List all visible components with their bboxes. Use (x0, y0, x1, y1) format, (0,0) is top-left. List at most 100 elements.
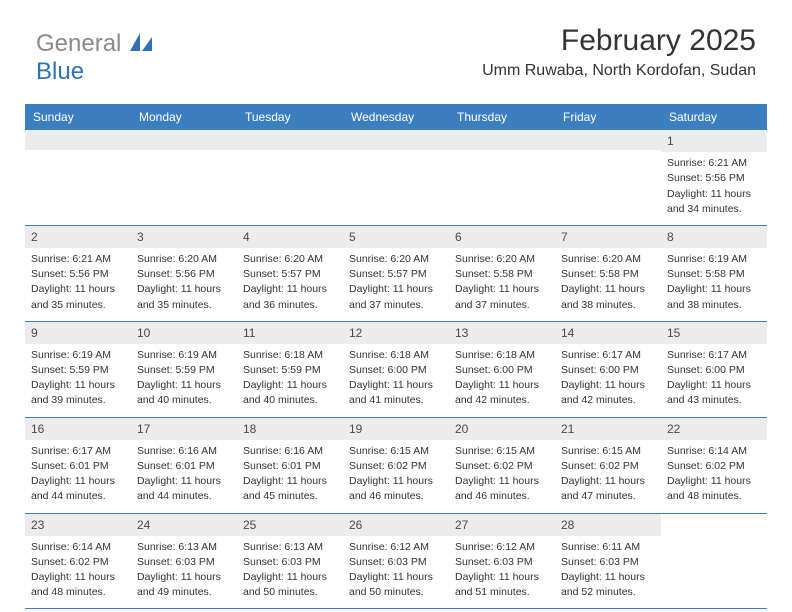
day-d1: Daylight: 11 hours (31, 378, 125, 392)
day-number: 2 (25, 226, 131, 248)
day-ss: Sunset: 6:02 PM (31, 555, 125, 569)
day-info: Sunrise: 6:12 AMSunset: 6:03 PMDaylight:… (449, 540, 555, 600)
day-number: 5 (343, 226, 449, 248)
day-cell: 16Sunrise: 6:17 AMSunset: 6:01 PMDayligh… (25, 418, 131, 513)
day-d2: and 46 minutes. (349, 489, 443, 503)
day-sr: Sunrise: 6:15 AM (349, 444, 443, 458)
day-ss: Sunset: 5:57 PM (349, 267, 443, 281)
day-number: 14 (555, 322, 661, 344)
day-cell: 27 Sunrise: 6:12 AMSunset: 6:03 PMDayligh… (449, 514, 555, 609)
day-sr: Sunrise: 6:12 AM (349, 540, 443, 554)
day-d2: and 50 minutes. (349, 585, 443, 599)
day-number: 10 (131, 322, 237, 344)
day-number: 12 (343, 322, 449, 344)
location: Umm Ruwaba, North Kordofan, Sudan (482, 62, 756, 80)
weeks-container: 1Sunrise: 6:21 AMSunset: 5:56 PMDaylight… (25, 130, 767, 609)
day-cell: 3Sunrise: 6:20 AMSunset: 5:56 PMDaylight… (131, 226, 237, 321)
day-ss: Sunset: 5:58 PM (455, 267, 549, 281)
day-d1: Daylight: 11 hours (667, 474, 761, 488)
day-cell-empty (449, 130, 555, 225)
empty-day-bar (343, 130, 449, 150)
day-sr: Sunrise: 6:21 AM (31, 252, 125, 266)
day-info: Sunrise: 6:17 AMSunset: 6:01 PMDaylight:… (25, 444, 131, 504)
week-row: 2 Sunrise: 6:21 AM Sunset: 5:56 PM Daylight… (25, 226, 767, 322)
day-d1: Daylight: 11 hours (349, 378, 443, 392)
day-ss: Sunset: 6:01 PM (137, 459, 231, 473)
day-sr: Sunrise: 6:20 AM (349, 252, 443, 266)
day-ss: Sunset: 6:02 PM (349, 459, 443, 473)
empty-day-bar (131, 130, 237, 150)
day-info: Sunrise: 6:20 AMSunset: 5:57 PMDaylight:… (237, 252, 343, 312)
day-number: 13 (449, 322, 555, 344)
day-ss: Sunset: 6:03 PM (455, 555, 549, 569)
day-d2: and 47 minutes. (561, 489, 655, 503)
day-d1: Daylight: 11 hours (31, 282, 125, 296)
day-d1: Daylight: 11 hours (455, 474, 549, 488)
day-number: 4 (237, 226, 343, 248)
day-d2: and 40 minutes. (243, 393, 337, 407)
day-number: 27 (449, 514, 555, 536)
day-info: Sunrise: 6:16 AMSunset: 6:01 PMDaylight:… (131, 444, 237, 504)
dow-sunday: Sunday (25, 104, 131, 130)
day-sr: Sunrise: 6:21 AM (667, 156, 761, 170)
day-info: Sunrise: 6:18 AMSunset: 6:00 PMDaylight:… (343, 348, 449, 408)
day-cell: 6Sunrise: 6:20 AMSunset: 5:58 PMDaylight… (449, 226, 555, 321)
week-row: 23Sunrise: 6:14 AMSunset: 6:02 PMDayligh… (25, 514, 767, 610)
day-ss: Sunset: 6:03 PM (349, 555, 443, 569)
day-number: 24 (131, 514, 237, 536)
day-cell-empty (343, 130, 449, 225)
day-cell: 18Sunrise: 6:16 AMSunset: 6:01 PMDayligh… (237, 418, 343, 513)
day-number: 26 (343, 514, 449, 536)
month-title: February 2025 (482, 24, 756, 58)
empty-day-bar (555, 130, 661, 150)
day-info: Sunrise: 6:20 AMSunset: 5:58 PMDaylight:… (449, 252, 555, 312)
day-info: Sunrise: 6:20 AMSunset: 5:56 PMDaylight:… (131, 252, 237, 312)
day-info: Sunrise: 6:15 AMSunset: 6:02 PMDaylight:… (343, 444, 449, 504)
day-ss: Sunset: 5:59 PM (243, 363, 337, 377)
day-cell: 11Sunrise: 6:18 AMSunset: 5:59 PMDayligh… (237, 322, 343, 417)
day-ss: Sunset: 6:03 PM (137, 555, 231, 569)
day-cell: 1Sunrise: 6:21 AMSunset: 5:56 PMDaylight… (661, 130, 767, 225)
day-info: Sunrise: 6:19 AMSunset: 5:59 PMDaylight:… (25, 348, 131, 408)
logo-sail-icon (130, 33, 152, 51)
day-info: Sunrise: 6:12 AMSunset: 6:03 PMDaylight:… (343, 540, 449, 600)
day-d2: and 50 minutes. (243, 585, 337, 599)
day-info: Sunrise: 6:13 AMSunset: 6:03 PMDaylight:… (131, 540, 237, 600)
day-d1: Daylight: 11 hours (243, 570, 337, 584)
day-cell: 17Sunrise: 6:16 AMSunset: 6:01 PMDayligh… (131, 418, 237, 513)
day-sr: Sunrise: 6:15 AM (455, 444, 549, 458)
week-row: 9Sunrise: 6:19 AMSunset: 5:59 PMDaylight… (25, 322, 767, 418)
day-info: Sunrise: 6:20 AMSunset: 5:58 PMDaylight:… (555, 252, 661, 312)
day-d2: and 44 minutes. (31, 489, 125, 503)
day-sr: Sunrise: 6:17 AM (667, 348, 761, 362)
day-ss: Sunset: 6:00 PM (349, 363, 443, 377)
day-d2: and 37 minutes. (349, 298, 443, 312)
day-number: 28 (555, 514, 661, 536)
day-ss: Sunset: 5:56 PM (137, 267, 231, 281)
day-cell: 13Sunrise: 6:18 AMSunset: 6:00 PMDayligh… (449, 322, 555, 417)
day-ss: Sunset: 6:01 PM (31, 459, 125, 473)
day-d2: and 35 minutes. (137, 298, 231, 312)
day-number: 18 (237, 418, 343, 440)
day-cell: 14Sunrise: 6:17 AMSunset: 6:00 PMDayligh… (555, 322, 661, 417)
day-cell: 5Sunrise: 6:20 AMSunset: 5:57 PMDaylight… (343, 226, 449, 321)
day-d2: and 48 minutes. (31, 585, 125, 599)
calendar: Sunday Monday Tuesday Wednesday Thursday… (25, 104, 767, 609)
day-info: Sunrise: 6:21 AMSunset: 5:56 PMDaylight:… (661, 156, 767, 216)
day-d2: and 42 minutes. (561, 393, 655, 407)
day-d1: Daylight: 11 hours (243, 282, 337, 296)
day-cell: 25Sunrise: 6:13 AMSunset: 6:03 PMDayligh… (237, 514, 343, 609)
day-d1: Daylight: 11 hours (31, 474, 125, 488)
day-ss: Sunset: 5:58 PM (667, 267, 761, 281)
day-info: Sunrise: 6:14 AMSunset: 6:02 PMDaylight:… (25, 540, 131, 600)
day-cell: 24 Sunrise: 6:13 AMSunset: 6:03 PMDayligh… (131, 514, 237, 609)
day-sr: Sunrise: 6:14 AM (667, 444, 761, 458)
day-d2: and 40 minutes. (137, 393, 231, 407)
dow-saturday: Saturday (661, 104, 767, 130)
day-cell: 26 Sunrise: 6:12 AMSunset: 6:03 PMDayligh… (343, 514, 449, 609)
day-number: 19 (343, 418, 449, 440)
dow-wednesday: Wednesday (343, 104, 449, 130)
day-cell: 15Sunrise: 6:17 AMSunset: 6:00 PMDayligh… (661, 322, 767, 417)
day-d2: and 37 minutes. (455, 298, 549, 312)
week-row: 1Sunrise: 6:21 AMSunset: 5:56 PMDaylight… (25, 130, 767, 226)
